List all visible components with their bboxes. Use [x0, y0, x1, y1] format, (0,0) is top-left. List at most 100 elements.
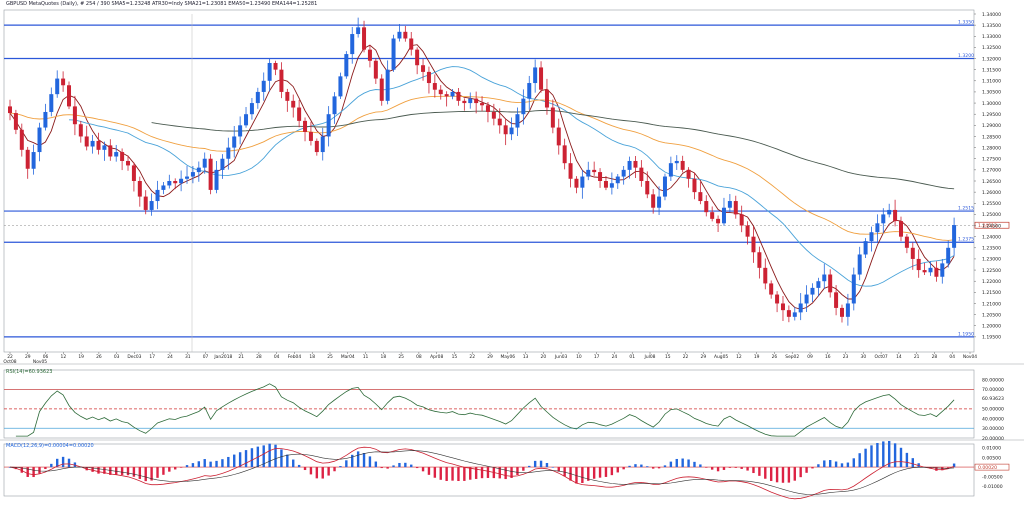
candle-body	[716, 218, 721, 224]
x-tick-label: 18	[309, 354, 315, 360]
x-tick-sublabel: Oct08	[3, 359, 16, 365]
macd-histogram-bar	[746, 467, 749, 471]
price-tick-label: 1.27000	[982, 168, 1001, 174]
x-tick-label: 04	[274, 354, 280, 360]
macd-histogram-bar	[433, 467, 437, 478]
candle-body	[509, 127, 514, 135]
macd-current-box	[974, 463, 1010, 471]
candle-body	[763, 267, 768, 284]
x-tick-label: 31	[185, 354, 191, 360]
candle-body	[244, 114, 249, 126]
candle-body	[238, 125, 243, 137]
candle-body	[167, 181, 172, 186]
candle-body	[828, 274, 833, 293]
x-tick-label: Jul08	[644, 354, 656, 360]
x-tick-label: 28	[256, 354, 262, 360]
indicator-ema50: EMA50=1.23490	[228, 1, 271, 7]
candle-body	[580, 176, 585, 188]
candle-body	[379, 78, 384, 101]
candle-body	[161, 185, 166, 190]
candle-body	[208, 158, 213, 190]
candle-body	[497, 118, 502, 126]
macd-histogram-bar	[280, 449, 283, 468]
macd-histogram-bar	[846, 462, 850, 468]
macd-histogram-bar	[817, 464, 820, 468]
macd-histogram-bar	[681, 458, 684, 468]
candle-body	[202, 158, 207, 168]
macd-histogram-bar	[828, 460, 832, 468]
candle-body	[639, 167, 644, 181]
x-tick-label: 21	[238, 354, 244, 360]
macd-histogram-bar	[610, 467, 614, 476]
macd-histogram-bar	[26, 467, 29, 477]
x-tick-label: Aug05	[714, 354, 728, 360]
candle-body	[297, 107, 302, 121]
candle-body	[55, 78, 60, 95]
macd-histogram-bar	[858, 453, 861, 468]
macd-histogram-bar	[268, 443, 271, 468]
macd-histogram-bar	[44, 467, 47, 470]
price-tick-label: 1.20500	[982, 312, 1001, 318]
macd-histogram-bar	[339, 466, 342, 468]
candle-body	[385, 69, 390, 101]
x-tick-label: Dec03	[127, 354, 141, 360]
candle-body	[822, 274, 827, 282]
candle-body	[314, 140, 319, 153]
macd-histogram-bar	[486, 467, 490, 478]
rsi-tick-label: 80.00000	[982, 378, 1004, 384]
candle-body	[515, 114, 520, 128]
candle-body	[898, 221, 903, 237]
x-tick-label: 21	[914, 354, 920, 360]
macd-histogram-bar	[238, 452, 242, 468]
candle-body	[733, 201, 738, 215]
x-tick-label: 30	[861, 354, 867, 360]
candle-body	[863, 241, 868, 255]
price-tick-label: 1.23500	[982, 246, 1001, 252]
macd-histogram-bar	[716, 467, 720, 472]
x-tick-label: 24	[612, 354, 618, 360]
macd-histogram-bar	[840, 463, 844, 468]
candle-body	[43, 111, 48, 128]
candle-body	[692, 178, 697, 193]
candle-body	[450, 91, 455, 97]
macd-histogram-bar	[156, 467, 159, 478]
macd-histogram-bar	[421, 467, 425, 472]
price-tick-label: 1.24500	[982, 223, 1001, 229]
macd-histogram-bar	[946, 467, 950, 468]
candle-body	[344, 54, 349, 77]
level-label: 1.2375	[958, 237, 974, 243]
macd-histogram-bar	[445, 467, 448, 481]
candle-body	[745, 225, 750, 237]
macd-histogram-bar	[752, 467, 755, 474]
candle-body	[397, 31, 402, 39]
macd-histogram-bar	[787, 467, 791, 483]
candle-body	[568, 163, 573, 179]
candle-body	[916, 258, 921, 271]
price-tick-label: 1.27500	[982, 157, 1001, 163]
candle-body	[674, 160, 679, 164]
macd-histogram-bar	[563, 467, 566, 477]
candle-body	[356, 27, 361, 35]
macd-histogram-bar	[852, 458, 855, 468]
x-tick-label: Mar04	[341, 354, 355, 360]
rsi-title: RSI(14)=60.93623	[6, 369, 52, 375]
candle-body	[816, 281, 821, 288]
candle-body	[120, 152, 125, 161]
macd-histogram-bar	[356, 451, 360, 468]
macd-histogram-bar	[799, 467, 802, 478]
candle-body	[190, 172, 195, 177]
price-tick-label: 1.20000	[982, 324, 1001, 330]
macd-histogram-bar	[616, 467, 619, 473]
candle-body	[627, 160, 632, 170]
macd-histogram-bar	[415, 467, 419, 469]
candle-body	[609, 183, 614, 188]
macd-histogram-bar	[911, 458, 914, 468]
macd-histogram-bar	[197, 461, 201, 468]
candle-body	[326, 114, 331, 137]
macd-histogram-bar	[227, 456, 230, 468]
candle-body	[84, 136, 89, 147]
macd-current-label: 0.00020	[978, 465, 997, 471]
candle-body	[308, 132, 313, 141]
candle-body	[391, 38, 396, 70]
macd-histogram-bar	[823, 460, 826, 468]
